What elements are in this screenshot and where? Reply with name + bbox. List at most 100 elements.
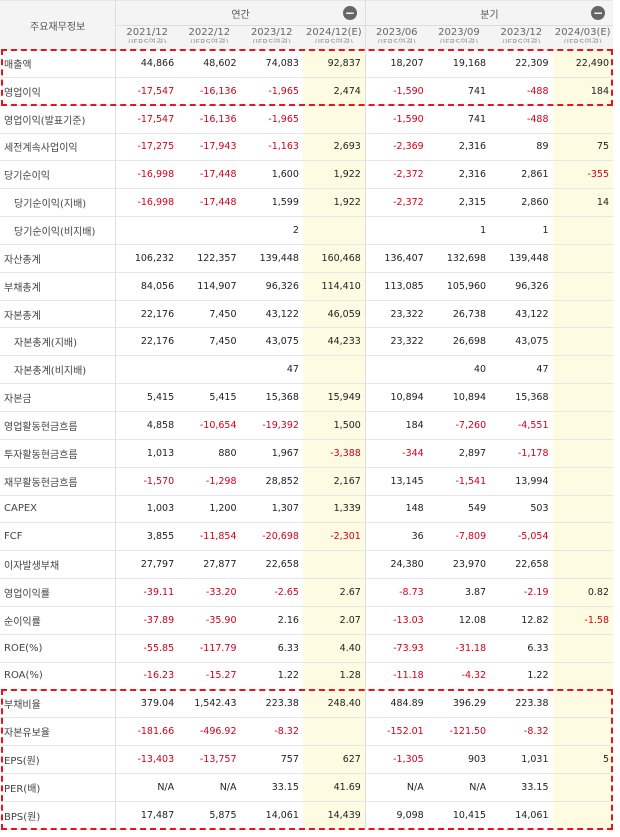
table-cell: 27,877: [178, 550, 241, 580]
table-cell: -4.32: [427, 661, 491, 691]
period-basis: (IFRS연결): [314, 38, 354, 43]
row-label[interactable]: 영업활동현금흐름: [0, 410, 117, 440]
table-cell: -5,054: [490, 522, 553, 552]
table-cell: -1,590: [364, 76, 428, 106]
table-cell: [115, 355, 179, 385]
table-cell: 114,410: [302, 271, 366, 301]
table-cell: -13,403: [115, 745, 179, 774]
table-cell: 2.07: [302, 605, 366, 635]
table-cell: 503: [490, 494, 553, 524]
table-cell: 1,922: [302, 188, 366, 218]
table-cell: -3,388: [302, 438, 366, 468]
period-basis: (IFRS연결): [190, 38, 229, 43]
table-cell: -7,260: [427, 410, 491, 440]
row-label[interactable]: 매출액: [0, 49, 117, 78]
row-label[interactable]: 영업이익: [0, 76, 117, 106]
row-label[interactable]: 영업이익률: [0, 578, 117, 607]
table-cell: 2,316: [427, 132, 491, 162]
table-cell: -1,590: [364, 104, 428, 134]
table-cell: 2,860: [490, 188, 553, 218]
table-cell: -344: [364, 438, 428, 468]
row-label[interactable]: BPS(원): [0, 800, 117, 830]
table-cell: [302, 717, 366, 747]
row-label[interactable]: 당기순이익(비지배): [0, 216, 117, 245]
row-label[interactable]: 이자발생부채: [0, 550, 117, 580]
table-cell: 1,307: [240, 494, 303, 524]
row-label[interactable]: 자본총계: [0, 299, 117, 329]
minus-icon[interactable]: −: [591, 6, 605, 20]
period-header: 2021/12 (IFRS연결): [115, 25, 179, 50]
row-label[interactable]: ROA(%): [0, 661, 117, 691]
row-label[interactable]: 부채비율: [0, 689, 117, 719]
table-cell: 44,866: [115, 49, 179, 78]
table-cell: -152.01: [364, 717, 428, 747]
table-cell: [552, 633, 613, 663]
period-header: 2024/03(E) (IFRS연결): [552, 25, 613, 50]
table-cell: 2,316: [427, 160, 491, 190]
table-row: 자본총계(비지배) 47 40 47: [0, 355, 613, 385]
table-cell: 36: [364, 522, 428, 552]
row-label[interactable]: 자본금: [0, 383, 117, 412]
row-label[interactable]: EPS(원): [0, 745, 117, 774]
table-cell: 40: [427, 355, 491, 385]
row-label[interactable]: 부채총계: [0, 271, 117, 301]
minus-icon[interactable]: −: [342, 6, 357, 20]
table-cell: 1.28: [302, 661, 366, 691]
row-label[interactable]: 당기순이익(지배): [0, 188, 117, 218]
table-row: 자본금 5,415 5,415 15,368 15,949 10,894 10,894 15,…: [0, 383, 613, 412]
table-cell: 28,852: [240, 466, 303, 496]
table-row: 당기순이익 -16,998 -17,448 1,600 1,922 -2,372 2,316…: [0, 160, 613, 190]
row-label[interactable]: 자본유보율: [0, 717, 117, 747]
table-cell: 184: [364, 410, 428, 440]
period-header: 2023/06 (IFRS연결): [364, 25, 428, 50]
row-label[interactable]: 자본총계(지배): [0, 327, 117, 357]
table-cell: -16,998: [115, 188, 179, 218]
table-cell: 1,200: [178, 494, 241, 524]
table-cell: -73.93: [364, 633, 428, 663]
period-header: 2024/12(E) (IFRS연결): [302, 25, 366, 50]
table-cell: -16,136: [178, 76, 241, 106]
table-row: 투자활동현금흐름 1,013 880 1,967 -3,388 -344 2,897 -1,1…: [0, 438, 613, 468]
table-cell: 41.69: [302, 772, 366, 802]
row-label[interactable]: 재무활동현금흐름: [0, 466, 117, 496]
row-label[interactable]: 세전계속사업이익: [0, 132, 117, 162]
table-cell: 23,970: [427, 550, 491, 580]
table-row: EPS(원) -13,403 -13,757 757 627 -1,305 903 1,031…: [0, 745, 613, 774]
table-cell: [552, 494, 613, 524]
table-cell: [552, 661, 613, 691]
table-cell: [552, 772, 613, 802]
table-cell: -8.73: [364, 578, 428, 607]
row-label[interactable]: FCF: [0, 522, 117, 552]
period-date: 2021/12: [126, 27, 168, 38]
table-cell: [552, 299, 613, 329]
financial-table-body: 매출액 44,866 48,602 74,083 92,837 18,207 19,168 2…: [0, 49, 613, 830]
table-cell: 2.16: [240, 605, 303, 635]
row-label[interactable]: 투자활동현금흐름: [0, 438, 117, 468]
table-cell: 223.38: [490, 689, 553, 719]
row-label[interactable]: 자산총계: [0, 243, 117, 273]
row-label[interactable]: 당기순이익: [0, 160, 117, 190]
row-label[interactable]: 자본총계(비지배): [0, 355, 117, 385]
table-cell: 13,145: [364, 466, 428, 496]
row-label[interactable]: PER(배): [0, 772, 117, 802]
table-cell: -1,570: [115, 466, 179, 496]
row-label[interactable]: 순이익률: [0, 605, 117, 635]
table-cell: -181.66: [115, 717, 179, 747]
table-cell: 92,837: [302, 49, 366, 78]
period-header: 2023/12 (IFRS연결): [240, 25, 303, 50]
table-cell: [302, 216, 366, 245]
table-cell: -16,998: [115, 160, 179, 190]
table-cell: 1.22: [490, 661, 553, 691]
table-row: 영업이익 -17,547 -16,136 -1,965 2,474 -1,590 741 -4…: [0, 76, 613, 106]
table-cell: -35.90: [178, 605, 241, 635]
table-cell: 2,693: [302, 132, 366, 162]
row-label[interactable]: 영업이익(발표기준): [0, 104, 117, 134]
table-cell: [178, 216, 241, 245]
row-label[interactable]: ROE(%): [0, 633, 117, 663]
row-label[interactable]: CAPEX: [0, 494, 117, 524]
table-cell: [552, 327, 613, 357]
table-cell: 17,487: [115, 800, 179, 830]
table-cell: 15,368: [240, 383, 303, 412]
table-cell: -8.32: [490, 717, 553, 747]
